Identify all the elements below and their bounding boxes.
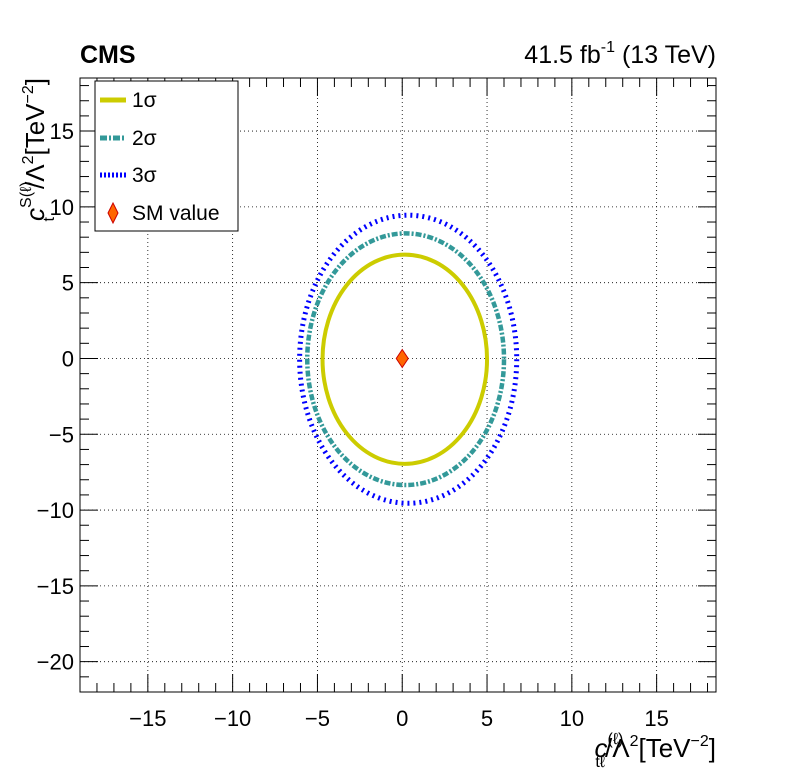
y-tick-label: −5	[49, 422, 74, 447]
y-tick-label: 10	[50, 195, 74, 220]
axis-ticks	[79, 78, 716, 693]
contours	[297, 212, 520, 506]
y-tick-label: 0	[62, 346, 74, 371]
x-tick-label: −10	[214, 706, 251, 731]
legend: 1σ 2σ 3σ SM value	[94, 80, 239, 232]
legend-box	[94, 80, 239, 232]
y-axis-title-group: cS(ℓ)t/Λ2[TeV−2]	[18, 78, 58, 221]
x-axis-title: c(ℓ) tℓ/Λ2[TeV−2]	[595, 731, 716, 771]
plot-frame	[79, 77, 717, 693]
contour-1sigma	[320, 252, 490, 466]
contour-2sigma	[305, 231, 507, 488]
legend-sm-marker	[107, 201, 119, 225]
y-tick-label: 15	[50, 119, 74, 144]
luminosity-label: 41.5 fb-1 (13 TeV)	[524, 39, 716, 69]
x-tick-label: 15	[644, 706, 668, 731]
y-tick-label: −20	[37, 650, 74, 675]
sm-value-marker	[395, 348, 409, 369]
sm-point	[395, 348, 409, 369]
x-tick-label: −5	[305, 706, 330, 731]
x-tick-label: −15	[129, 706, 166, 731]
x-tick-label: 10	[560, 706, 584, 731]
experiment-label: CMS	[80, 41, 136, 69]
tick-labels: −15 −10 −5 0 5 10 15 −20 −15 −10 −5 0 5 10 15	[37, 119, 669, 731]
y-tick-label: −10	[37, 498, 74, 523]
legend-label-sm: SM value	[132, 202, 220, 225]
legend-label-3sigma: 3σ	[132, 164, 157, 187]
x-tick-label: 5	[481, 706, 493, 731]
contour-3sigma	[297, 212, 520, 506]
legend-label-1sigma: 1σ	[132, 89, 157, 112]
y-tick-label: 5	[62, 271, 74, 296]
x-tick-label: 0	[396, 706, 408, 731]
y-axis-title: cS(ℓ)t/Λ2[TeV−2]	[18, 78, 58, 221]
y-tick-label: −15	[37, 574, 74, 599]
legend-label-2sigma: 2σ	[132, 127, 157, 150]
